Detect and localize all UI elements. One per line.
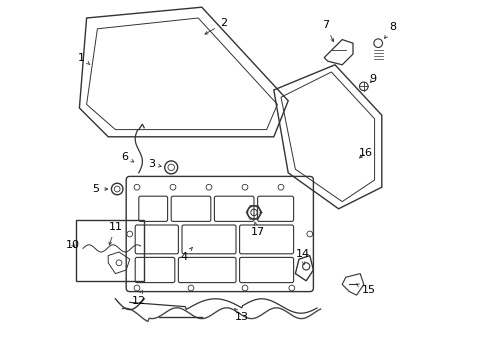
Text: 10: 10 (66, 240, 80, 250)
Text: 8: 8 (385, 22, 396, 39)
Text: 6: 6 (121, 152, 134, 162)
Text: 7: 7 (322, 20, 334, 42)
Text: 1: 1 (78, 53, 90, 64)
Text: 4: 4 (180, 248, 192, 262)
Text: 14: 14 (295, 249, 310, 265)
Text: 17: 17 (250, 222, 265, 237)
Text: 12: 12 (132, 290, 146, 306)
Text: 9: 9 (369, 74, 376, 84)
Text: 16: 16 (359, 148, 372, 158)
Text: 5: 5 (92, 184, 108, 194)
Text: 3: 3 (148, 159, 161, 169)
Text: 13: 13 (234, 309, 248, 322)
Text: 2: 2 (205, 18, 227, 34)
Text: 11: 11 (108, 222, 122, 245)
Text: 15: 15 (356, 284, 376, 295)
Bar (76, 220, 144, 281)
